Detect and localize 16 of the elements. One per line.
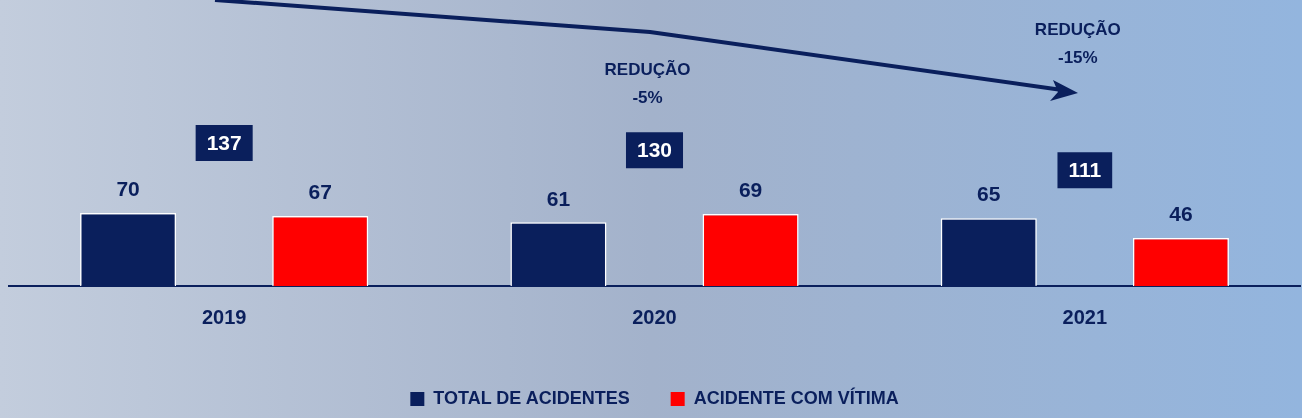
data-label: 46 (1169, 202, 1193, 226)
text: REDUÇÃO -15% (1034, 18, 1121, 67)
total-label: 111 (1068, 157, 1102, 181)
data-label: 67 (308, 180, 332, 204)
x-tick-label: 2021 (1062, 305, 1108, 328)
data-label: 61 (546, 186, 571, 210)
data-label: 70 (116, 177, 140, 201)
total-label: 130 (636, 138, 673, 162)
legend-label: ACIDENTE COM VÍTIMA (693, 386, 899, 408)
data-label: 65 (977, 182, 1001, 206)
x-tick-label: 2020 (632, 305, 677, 328)
total-label: 137 (206, 130, 242, 154)
x-tick-label: 2019 (201, 305, 247, 328)
data-label: 69 (738, 178, 763, 202)
text: REDUÇÃO -5% (604, 58, 691, 107)
legend-label: TOTAL DE ACIDENTES (433, 387, 630, 408)
